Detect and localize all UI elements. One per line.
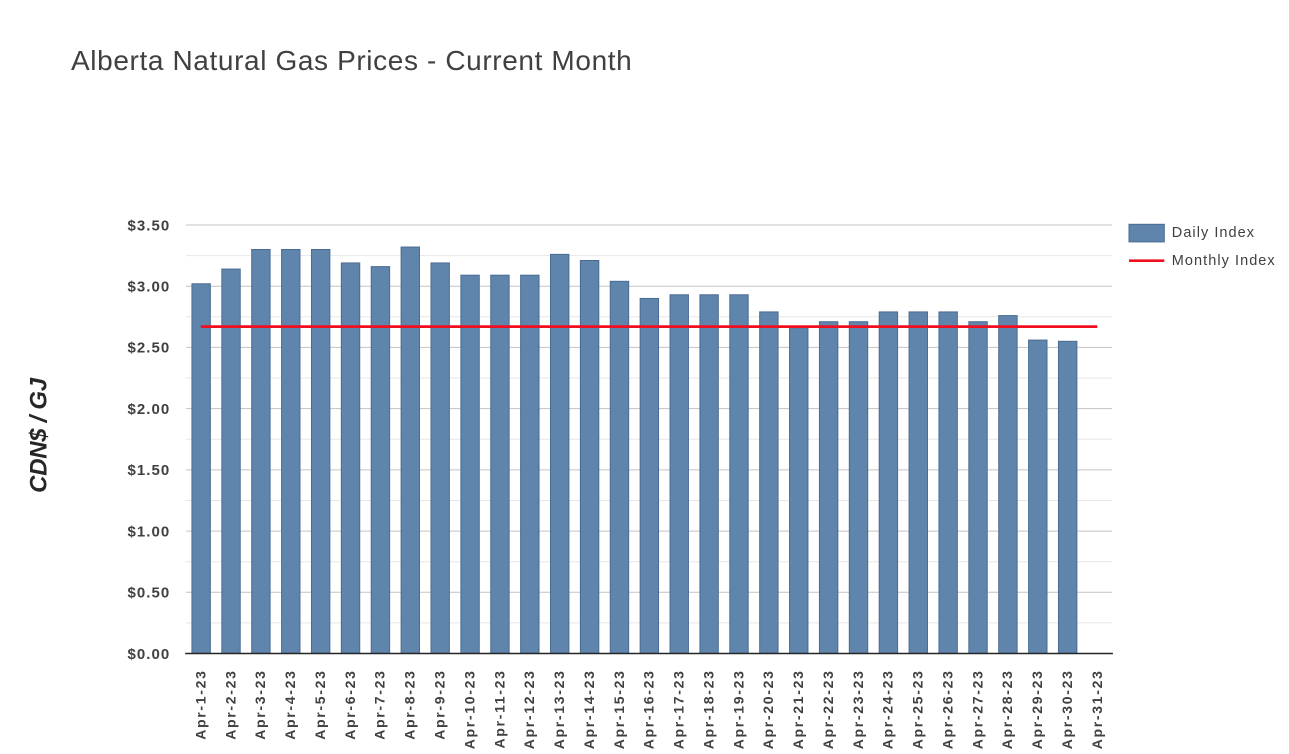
svg-text:Monthly Index: Monthly Index [1172, 253, 1276, 269]
svg-text:Apr-7-23: Apr-7-23 [372, 669, 388, 739]
svg-text:Apr-24-23: Apr-24-23 [880, 669, 896, 749]
svg-text:Apr-25-23: Apr-25-23 [910, 669, 926, 749]
svg-text:Apr-29-23: Apr-29-23 [1029, 669, 1045, 749]
svg-text:Apr-6-23: Apr-6-23 [342, 669, 358, 739]
svg-text:Apr-9-23: Apr-9-23 [432, 669, 448, 739]
svg-text:Apr-19-23: Apr-19-23 [730, 669, 746, 749]
svg-text:Apr-2-23: Apr-2-23 [222, 669, 238, 739]
svg-text:Apr-5-23: Apr-5-23 [312, 669, 328, 739]
svg-text:Apr-28-23: Apr-28-23 [999, 669, 1015, 749]
svg-text:$3.00: $3.00 [128, 279, 171, 296]
svg-text:Apr-11-23: Apr-11-23 [491, 669, 507, 748]
svg-text:Apr-15-23: Apr-15-23 [611, 669, 627, 749]
svg-text:Apr-23-23: Apr-23-23 [850, 669, 866, 749]
svg-text:CDN$ / GJ: CDN$ / GJ [25, 377, 52, 493]
svg-text:Apr-4-23: Apr-4-23 [282, 669, 298, 739]
svg-text:Apr-8-23: Apr-8-23 [402, 669, 418, 739]
svg-text:Apr-31-23: Apr-31-23 [1089, 669, 1105, 749]
svg-text:Apr-13-23: Apr-13-23 [551, 669, 567, 749]
svg-text:Daily Index: Daily Index [1172, 225, 1255, 241]
svg-text:Apr-16-23: Apr-16-23 [641, 669, 657, 749]
svg-text:Apr-12-23: Apr-12-23 [521, 669, 537, 749]
svg-text:Alberta Natural Gas Prices - C: Alberta Natural Gas Prices - Current Mon… [71, 45, 632, 76]
svg-text:$0.00: $0.00 [128, 646, 171, 663]
svg-text:Apr-10-23: Apr-10-23 [461, 669, 477, 749]
svg-text:$2.50: $2.50 [128, 340, 171, 357]
svg-text:$3.50: $3.50 [128, 217, 171, 234]
svg-text:Apr-27-23: Apr-27-23 [969, 669, 985, 749]
svg-text:$1.00: $1.00 [128, 523, 171, 540]
svg-text:Apr-17-23: Apr-17-23 [671, 669, 687, 749]
svg-text:Apr-26-23: Apr-26-23 [939, 669, 955, 749]
svg-text:Apr-18-23: Apr-18-23 [700, 669, 716, 749]
svg-text:Apr-22-23: Apr-22-23 [820, 669, 836, 749]
svg-text:Apr-30-23: Apr-30-23 [1059, 669, 1075, 749]
svg-text:Apr-20-23: Apr-20-23 [760, 669, 776, 749]
svg-text:Apr-3-23: Apr-3-23 [252, 669, 268, 739]
svg-text:Apr-14-23: Apr-14-23 [581, 669, 597, 749]
svg-text:Apr-1-23: Apr-1-23 [192, 669, 208, 739]
svg-text:$2.00: $2.00 [128, 401, 171, 418]
svg-text:$1.50: $1.50 [128, 462, 171, 479]
svg-text:$0.50: $0.50 [128, 585, 171, 602]
svg-text:Apr-21-23: Apr-21-23 [790, 669, 806, 749]
